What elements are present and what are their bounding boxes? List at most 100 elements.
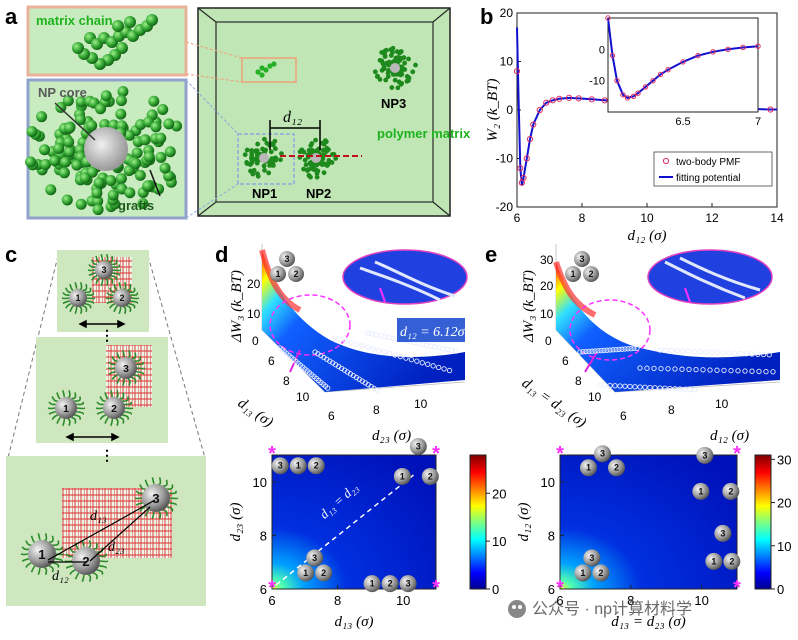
graft-hair — [169, 490, 177, 495]
graft-hair — [112, 269, 122, 272]
b-inset-point — [650, 77, 656, 84]
np-sphere — [115, 357, 137, 379]
np-core — [390, 63, 400, 73]
graft-bead — [115, 173, 127, 185]
surface-point — [586, 348, 592, 355]
b-ylabel: W₂ (k_BT) — [485, 78, 501, 141]
graft-hair — [127, 350, 131, 359]
np-number: 1 — [38, 547, 46, 562]
map-ytick-label: 10 — [541, 475, 555, 490]
np-number: 2 — [321, 568, 326, 578]
graft-hair — [134, 356, 142, 362]
b-pmf-point — [526, 136, 534, 143]
np-graft-bead — [394, 49, 400, 55]
simulation-box-inner — [215, 21, 434, 203]
d-ztick-20: 20 — [247, 277, 261, 291]
surface-point — [592, 348, 598, 354]
surface-point — [359, 343, 365, 349]
np-number: 1 — [580, 568, 585, 578]
graft-hair — [108, 370, 116, 375]
colorbar-tick-label: 20 — [492, 486, 506, 501]
graft-bead — [159, 162, 171, 174]
np-graft-bead — [385, 74, 391, 79]
graft-hair — [67, 390, 71, 399]
map-xtick-label: 10 — [396, 593, 410, 608]
b-pmf-point — [513, 68, 521, 75]
np-graft-bead — [325, 162, 331, 167]
surface-point — [647, 384, 653, 391]
surface-point — [392, 352, 398, 358]
graft-hair — [69, 305, 75, 313]
graft-bead — [63, 146, 75, 158]
surface-point — [691, 348, 698, 355]
graft-hair — [166, 506, 174, 512]
surface-point — [619, 346, 625, 352]
b-inset-point — [635, 90, 641, 96]
surface-point — [703, 349, 709, 355]
graft-hair — [105, 278, 109, 287]
np-sphere — [363, 575, 381, 593]
graft-hair — [71, 416, 77, 424]
np-number: 3 — [152, 491, 159, 506]
graft-hair — [79, 306, 83, 315]
e-legend-trio: 31 2 — [565, 251, 599, 282]
b-pmf-point — [767, 106, 774, 113]
surface-point — [631, 345, 637, 352]
d-xlabel3d: d₂₃ (σ) — [372, 428, 411, 444]
graft-hair — [25, 562, 32, 568]
np-sphere — [95, 261, 113, 279]
b-inset-point — [605, 15, 611, 21]
surface-point — [686, 366, 692, 373]
graft-hair — [55, 546, 63, 551]
graft-bead — [155, 151, 167, 163]
panel-label-c: c — [5, 242, 17, 267]
graft-hair — [92, 572, 98, 580]
np-graft-bead — [329, 160, 335, 165]
np-number: 3 — [589, 553, 594, 563]
np-sphere — [270, 266, 286, 282]
np-graft-bead — [402, 60, 408, 66]
surface-point — [348, 339, 355, 346]
b-xtick-label: 14 — [770, 211, 784, 225]
graft-bead — [164, 146, 176, 158]
b-inset-point — [755, 43, 761, 49]
surface-point — [381, 349, 387, 355]
graft-hair — [86, 297, 96, 300]
map-xtick-label: 6 — [556, 593, 563, 608]
np-sphere — [72, 547, 100, 575]
graft-hair — [64, 287, 72, 294]
graft-hair — [20, 553, 29, 556]
graft-hair — [116, 376, 122, 384]
graft-bead — [36, 111, 48, 123]
graft-hair — [126, 305, 132, 313]
np-graft-bead — [398, 72, 404, 78]
panel-label-a: a — [5, 4, 18, 29]
graft-hair — [69, 283, 74, 292]
b-xtick-label: 12 — [705, 211, 719, 225]
surface-point — [749, 368, 755, 374]
b-inset-point — [710, 49, 716, 55]
d-ytick-6: 6 — [268, 354, 275, 368]
np-number: 1 — [711, 556, 716, 566]
map-xtick-label: 8 — [334, 593, 341, 608]
graft-hair — [126, 283, 132, 292]
np-graft-bead — [254, 160, 260, 166]
np-sphere — [583, 549, 601, 567]
map-ytick-label: 10 — [253, 475, 267, 490]
np-graft-bead — [270, 162, 276, 168]
np-sphere — [714, 524, 732, 542]
np-sphere — [607, 459, 625, 477]
surface-point — [403, 355, 409, 361]
graft-bead — [105, 175, 117, 187]
np-sphere — [579, 459, 597, 477]
b-inset-xtick: 7 — [755, 116, 761, 128]
np-graft-bead — [272, 138, 278, 144]
surface-point — [607, 382, 613, 389]
e-circle-highlight — [569, 299, 651, 361]
graft-hair — [99, 396, 106, 402]
graft-bead — [39, 158, 51, 170]
d-xtick-6: 6 — [328, 409, 335, 423]
np1-cluster — [242, 136, 284, 179]
graft-hair — [44, 533, 48, 542]
